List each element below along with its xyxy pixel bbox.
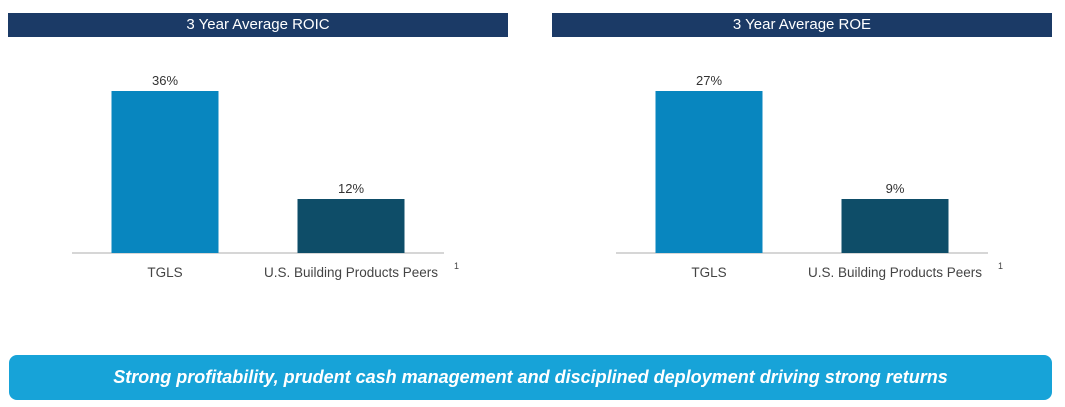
data-label: 12% xyxy=(338,181,364,196)
roe-chart-panel: 3 Year Average ROE 27% TGLS 9% U.S. Buildin… xyxy=(552,13,1052,303)
roic-chart-panel: 3 Year Average ROIC 36% TGLS 12% U.S. Build… xyxy=(8,13,508,303)
data-label: 9% xyxy=(886,181,905,196)
roe-chart: 27% TGLS 9% U.S. Building Products Peers 1 xyxy=(616,73,1003,280)
bar-peers xyxy=(297,199,405,253)
bar-peers xyxy=(841,199,949,253)
roic-chart-title: 3 Year Average ROIC xyxy=(8,13,508,37)
category-label: U.S. Building Products Peers xyxy=(264,265,438,280)
category-label: TGLS xyxy=(691,265,726,280)
bar-tgls xyxy=(655,91,763,253)
roic-chart: 36% TGLS 12% U.S. Building Products Peers 1 xyxy=(72,73,459,280)
data-label: 27% xyxy=(696,73,722,88)
bar-tgls xyxy=(111,91,219,253)
category-label: U.S. Building Products Peers xyxy=(808,265,982,280)
data-label: 36% xyxy=(152,73,178,88)
footnote-marker: 1 xyxy=(998,261,1003,271)
footnote-marker: 1 xyxy=(454,261,459,271)
category-label: TGLS xyxy=(147,265,182,280)
summary-banner: Strong profitability, prudent cash manag… xyxy=(9,355,1052,400)
roe-chart-title: 3 Year Average ROE xyxy=(552,13,1052,37)
